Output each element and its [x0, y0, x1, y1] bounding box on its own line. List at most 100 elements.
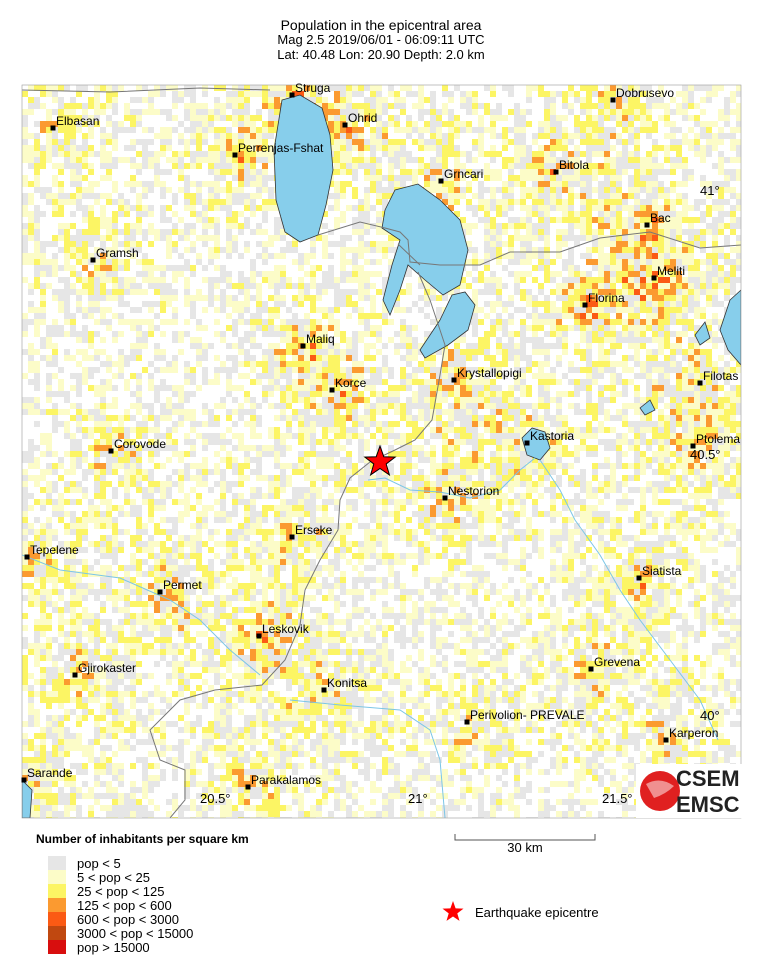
population-cell: [142, 469, 148, 475]
population-cell: [142, 697, 148, 703]
population-cell: [208, 721, 214, 727]
population-cell: [88, 145, 94, 151]
population-cell: [154, 397, 160, 403]
population-cell: [364, 745, 370, 751]
population-cell: [340, 433, 346, 439]
population-cell: [160, 289, 166, 295]
population-cell: [64, 469, 70, 475]
population-cell: [358, 379, 364, 385]
population-cell: [352, 409, 358, 415]
population-cell: [346, 559, 352, 565]
population-cell: [268, 697, 274, 703]
population-cell: [340, 751, 346, 757]
population-cell: [214, 187, 220, 193]
population-cell: [364, 523, 370, 529]
population-cell: [22, 145, 28, 151]
population-cell: [214, 109, 220, 115]
population-cell: [166, 109, 172, 115]
population-cell: [64, 727, 70, 733]
population-cell: [46, 127, 52, 133]
population-cell: [280, 283, 286, 289]
population-cell: [238, 199, 244, 205]
population-cell: [286, 679, 292, 685]
population-cell: [310, 763, 316, 769]
population-cell: [58, 409, 64, 415]
population-cell: [334, 679, 340, 685]
population-cell: [304, 361, 310, 367]
population-cell: [196, 199, 202, 205]
population-cell: [166, 217, 172, 223]
population-cell: [262, 217, 268, 223]
population-cell: [76, 457, 82, 463]
population-cell: [316, 625, 322, 631]
population-cell: [280, 727, 286, 733]
population-cell: [256, 673, 262, 679]
population-cell: [304, 529, 310, 535]
population-cell: [250, 427, 256, 433]
population-cell: [322, 751, 328, 757]
population-cell: [100, 637, 106, 643]
population-cell: [250, 409, 256, 415]
population-cell: [106, 199, 112, 205]
population-cell: [76, 697, 82, 703]
population-cell: [88, 415, 94, 421]
population-cell: [112, 229, 118, 235]
population-cell: [274, 85, 280, 91]
population-cell: [148, 511, 154, 517]
population-cell: [322, 763, 328, 769]
population-cell: [346, 457, 352, 463]
population-cell: [214, 481, 220, 487]
population-cell: [238, 277, 244, 283]
population-cell: [322, 691, 328, 697]
population-cell: [352, 637, 358, 643]
population-cell: [286, 697, 292, 703]
population-cell: [250, 115, 256, 121]
population-cell: [352, 697, 358, 703]
population-cell: [34, 805, 40, 811]
population-cell: [178, 271, 184, 277]
population-cell: [280, 625, 286, 631]
population-cell: [136, 259, 142, 265]
population-cell: [100, 751, 106, 757]
population-cell: [178, 511, 184, 517]
population-cell: [58, 181, 64, 187]
population-cell: [232, 283, 238, 289]
population-cell: [322, 283, 328, 289]
population-cell: [298, 373, 304, 379]
population-cell: [250, 379, 256, 385]
population-cell: [70, 319, 76, 325]
population-cell: [286, 523, 292, 529]
population-cell: [358, 709, 364, 715]
population-cell: [208, 145, 214, 151]
population-cell: [364, 619, 370, 625]
population-cell: [274, 529, 280, 535]
population-cell: [76, 481, 82, 487]
population-cell: [310, 427, 316, 433]
population-cell: [184, 601, 190, 607]
population-cell: [244, 163, 250, 169]
population-cell: [214, 115, 220, 121]
population-cell: [292, 343, 298, 349]
population-cell: [262, 85, 268, 91]
population-cell: [40, 565, 46, 571]
population-cell: [334, 547, 340, 553]
population-cell: [94, 481, 100, 487]
population-cell: [22, 511, 28, 517]
population-cell: [52, 793, 58, 799]
population-cell: [118, 769, 124, 775]
population-cell: [76, 253, 82, 259]
population-cell: [364, 655, 370, 661]
population-cell: [202, 667, 208, 673]
population-cell: [112, 469, 118, 475]
population-cell: [160, 367, 166, 373]
population-cell: [220, 703, 226, 709]
population-cell: [250, 697, 256, 703]
population-cell: [274, 91, 280, 97]
population-cell: [106, 673, 112, 679]
population-cell: [28, 283, 34, 289]
population-cell: [244, 817, 250, 818]
population-cell: [352, 763, 358, 769]
population-cell: [28, 361, 34, 367]
population-cell: [298, 511, 304, 517]
population-cell: [148, 733, 154, 739]
